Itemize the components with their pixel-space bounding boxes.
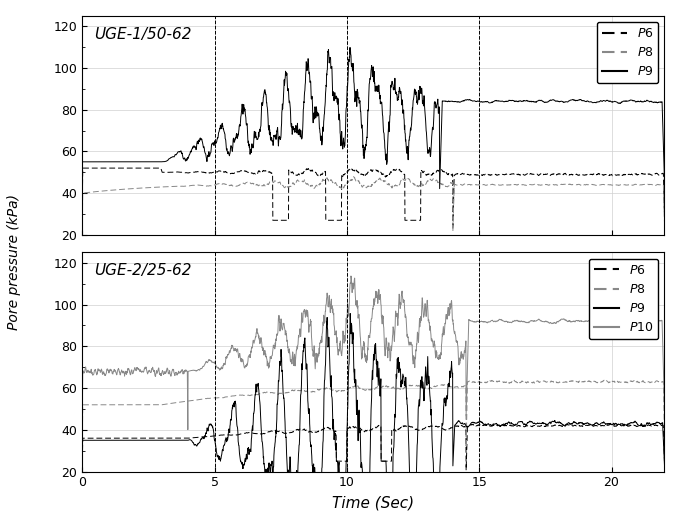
X-axis label: Time (Sec): Time (Sec) <box>332 495 414 510</box>
Legend: $P6$, $P8$, $P9$, $P10$: $P6$, $P8$, $P9$, $P10$ <box>588 259 658 340</box>
Text: UGE-2/25-62: UGE-2/25-62 <box>94 264 191 278</box>
Text: UGE-1/50-62: UGE-1/50-62 <box>94 27 191 42</box>
Text: Pore pressure (kPa): Pore pressure (kPa) <box>7 194 21 330</box>
Legend: $P6$, $P8$, $P9$: $P6$, $P8$, $P9$ <box>597 22 658 83</box>
